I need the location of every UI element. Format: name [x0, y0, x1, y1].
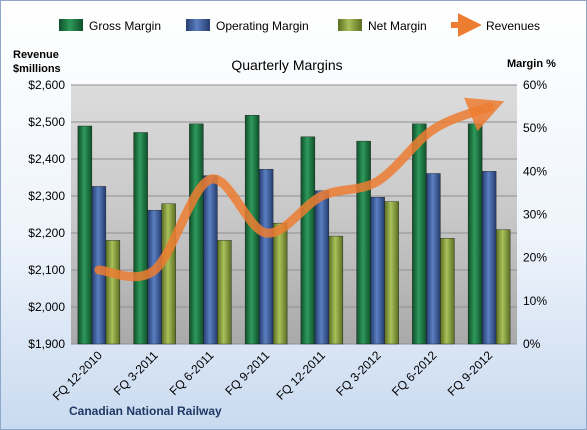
left-tick-label: $2,200: [28, 226, 65, 240]
bar-operating-margin: [481, 171, 497, 345]
revenue-point: [98, 270, 99, 271]
bar-net-margin: [495, 229, 511, 345]
left-tick-label: $2,600: [28, 78, 65, 92]
bar-gross-margin: [467, 123, 483, 345]
bar-gross-margin: [300, 136, 316, 345]
legend-label-revenues: Revenues: [486, 19, 540, 33]
right-tick-label: 50%: [523, 121, 547, 135]
x-tick-label: FQ 3-2012: [333, 348, 384, 399]
right-tick-label: 30%: [523, 208, 547, 222]
bar-gross-margin: [189, 123, 204, 345]
right-tick-label: 0%: [523, 337, 541, 351]
legend-swatch-gross-margin: [59, 19, 83, 31]
revenue-point: [377, 181, 378, 182]
x-tick-label: FQ 6-2012: [389, 348, 440, 399]
left-tick-label: $2,500: [28, 115, 65, 129]
bar-operating-margin: [258, 168, 274, 345]
right-tick-label: 60%: [523, 78, 547, 92]
left-tick-label: $2,100: [28, 263, 65, 277]
x-tick-label: FQ 9-2012: [445, 348, 496, 399]
bar-net-margin: [272, 222, 288, 345]
left-tick-label: $2,300: [28, 189, 65, 203]
x-axis-ticks: FQ 12-2010 FQ 3-2011 FQ 6-2011 FQ 9-2011 FQ …: [50, 348, 496, 403]
revenue-line: [94, 97, 505, 282]
x-tick-label: FQ 12-2010: [50, 348, 105, 403]
bar-net-margin: [161, 203, 176, 345]
left-tick-label: $1,900: [28, 337, 65, 351]
revenue-point: [433, 129, 434, 130]
right-tick-label: 20%: [523, 251, 547, 265]
left-tick-label: $2,400: [28, 152, 65, 166]
bars: [77, 115, 511, 345]
x-tick-label: FQ 6-2011: [167, 348, 217, 398]
bar-operating-margin: [91, 186, 107, 345]
left-axis-ticks: $1,900 $2,000 $2,100 $2,200 $2,300 $2,400 $2,5…: [28, 78, 65, 351]
bar-operating-margin: [370, 197, 385, 345]
x-tick-label: FQ 12-2011: [273, 348, 328, 403]
revenue-point: [321, 196, 322, 197]
legend-swatch-net-margin: [338, 19, 362, 31]
x-tick-label: FQ 9-2011: [222, 348, 272, 398]
bar-net-margin: [217, 240, 232, 345]
left-tick-label: $2,000: [28, 300, 65, 314]
legend-label-net-margin: Net Margin: [368, 19, 427, 33]
left-axis-title-line2: $millions: [13, 63, 61, 75]
bar-gross-margin: [356, 140, 371, 345]
company-name: Canadian National Railway: [69, 404, 222, 418]
right-tick-label: 10%: [523, 294, 547, 308]
bar-gross-margin: [412, 123, 427, 345]
bar-operating-margin: [426, 173, 441, 345]
bar-operating-margin: [314, 190, 330, 345]
bar-net-margin: [384, 201, 399, 345]
x-tick-label: FQ 3-2011: [111, 348, 161, 398]
revenue-point: [210, 179, 211, 180]
chart-title: Quarterly Margins: [231, 57, 342, 73]
left-axis-title-line1: Revenue: [13, 49, 59, 61]
right-axis-title: Margin %: [507, 58, 556, 70]
legend-swatch-operating-margin: [186, 19, 210, 31]
revenue-point: [489, 107, 490, 108]
revenue-point: [154, 270, 155, 271]
bar-gross-margin: [133, 132, 148, 345]
right-tick-label: 40%: [523, 164, 547, 178]
right-axis-ticks: 0% 10% 20% 30% 40% 50% 60%: [523, 78, 547, 351]
legend-label-operating-margin: Operating Margin: [216, 19, 309, 33]
legend-label-gross-margin: Gross Margin: [89, 19, 161, 33]
bar-net-margin: [440, 238, 455, 345]
bar-net-margin: [105, 240, 121, 345]
revenue-point: [266, 233, 267, 234]
bar-operating-margin: [203, 175, 218, 345]
revenue-line-path: [94, 97, 505, 282]
bar-gross-margin: [77, 125, 93, 345]
bar-net-margin: [328, 235, 344, 345]
legend: Gross Margin Operating Margin Net Margin…: [59, 13, 540, 37]
